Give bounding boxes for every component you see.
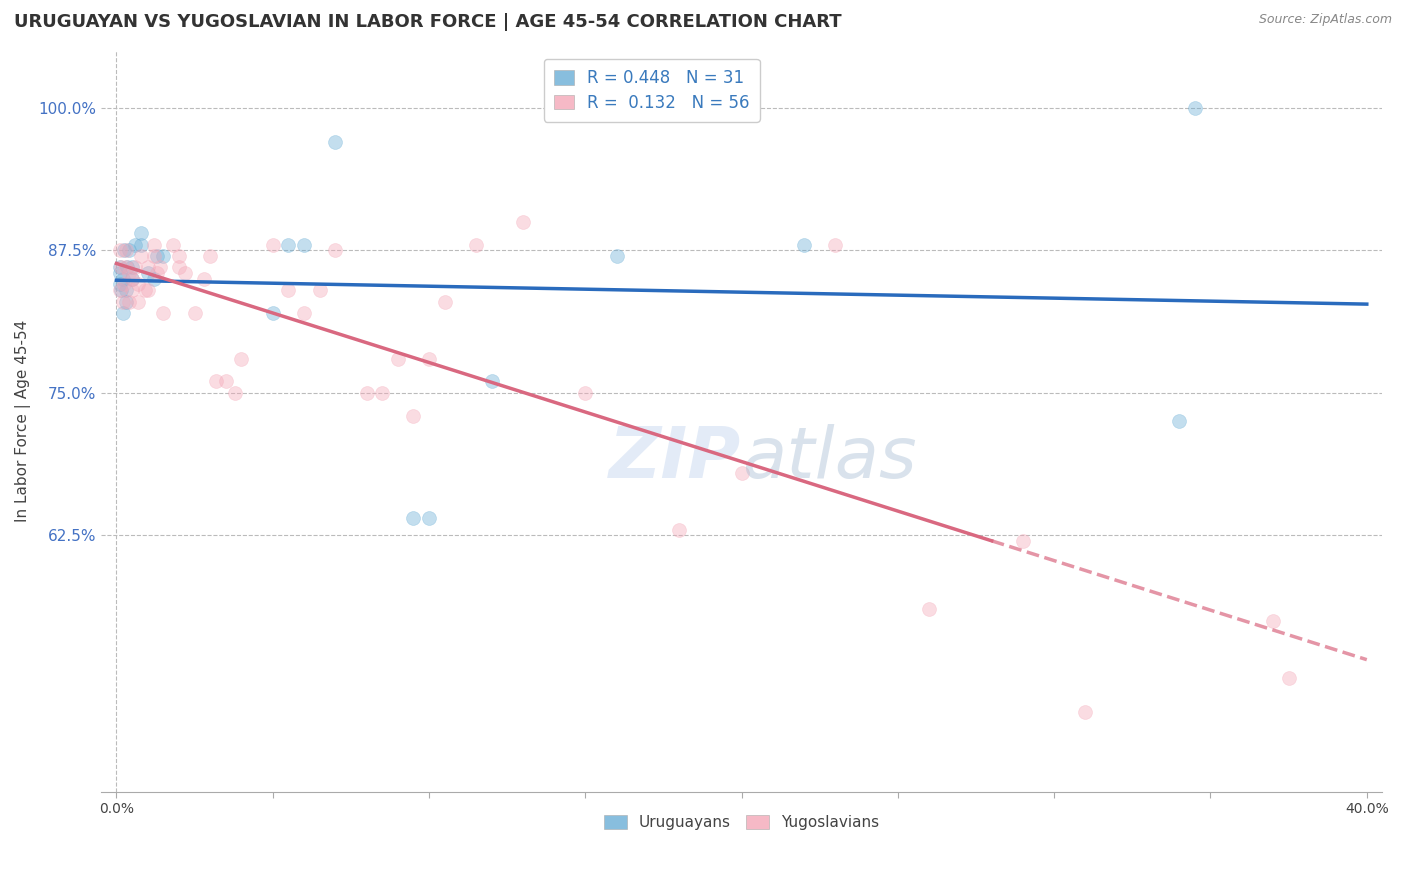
Point — [117, 260, 139, 275]
Point — [121, 260, 143, 275]
Point — [418, 351, 440, 366]
Point — [118, 294, 141, 309]
Point — [131, 249, 153, 263]
Point — [464, 237, 486, 252]
Point — [308, 283, 330, 297]
Point — [1184, 101, 1206, 115]
Point — [387, 351, 409, 366]
Point — [292, 306, 315, 320]
Point — [142, 272, 165, 286]
Point — [111, 294, 134, 309]
Point — [152, 249, 174, 263]
Point — [142, 249, 165, 263]
Point — [118, 244, 141, 258]
Y-axis label: In Labor Force | Age 45-54: In Labor Force | Age 45-54 — [15, 320, 31, 523]
Point — [824, 237, 846, 252]
Point — [152, 306, 174, 320]
Point — [108, 260, 131, 275]
Point — [131, 226, 153, 240]
Point — [200, 249, 222, 263]
Point — [481, 375, 503, 389]
Point — [1074, 705, 1097, 719]
Point — [142, 237, 165, 252]
Point — [292, 237, 315, 252]
Point — [418, 511, 440, 525]
Point — [114, 294, 136, 309]
Point — [1168, 414, 1191, 428]
Point — [323, 244, 346, 258]
Point — [371, 385, 394, 400]
Point — [193, 272, 215, 286]
Point — [108, 266, 131, 280]
Point — [112, 277, 135, 292]
Point — [114, 244, 136, 258]
Point — [108, 244, 131, 258]
Point — [205, 375, 228, 389]
Point — [1012, 534, 1035, 549]
Point — [793, 237, 815, 252]
Point — [124, 237, 146, 252]
Point — [108, 283, 131, 297]
Point — [121, 272, 143, 286]
Point — [127, 294, 149, 309]
Point — [512, 215, 534, 229]
Point — [162, 237, 184, 252]
Point — [146, 266, 169, 280]
Point — [433, 294, 456, 309]
Point — [167, 249, 190, 263]
Point — [277, 237, 299, 252]
Point — [918, 602, 941, 616]
Point — [124, 260, 146, 275]
Point — [131, 237, 153, 252]
Point — [149, 260, 172, 275]
Point — [112, 244, 135, 258]
Point — [224, 385, 246, 400]
Point — [127, 277, 149, 292]
Point — [402, 511, 425, 525]
Point — [277, 283, 299, 297]
Point — [1278, 671, 1301, 685]
Point — [111, 306, 134, 320]
Point — [215, 375, 238, 389]
Point — [121, 272, 143, 286]
Point — [174, 266, 197, 280]
Text: URUGUAYAN VS YUGOSLAVIAN IN LABOR FORCE | AGE 45-54 CORRELATION CHART: URUGUAYAN VS YUGOSLAVIAN IN LABOR FORCE … — [14, 13, 842, 31]
Point — [183, 306, 205, 320]
Point — [146, 249, 169, 263]
Point — [574, 385, 596, 400]
Point — [323, 135, 346, 149]
Point — [1261, 614, 1284, 628]
Legend: Uruguayans, Yugoslavians: Uruguayans, Yugoslavians — [598, 809, 886, 836]
Point — [730, 466, 752, 480]
Point — [167, 260, 190, 275]
Point — [114, 283, 136, 297]
Point — [136, 283, 159, 297]
Point — [136, 266, 159, 280]
Point — [262, 306, 284, 320]
Point — [114, 260, 136, 275]
Text: ZIP: ZIP — [609, 424, 741, 493]
Point — [121, 283, 143, 297]
Point — [668, 523, 690, 537]
Text: Source: ZipAtlas.com: Source: ZipAtlas.com — [1258, 13, 1392, 27]
Point — [111, 272, 134, 286]
Text: atlas: atlas — [741, 424, 917, 493]
Point — [110, 260, 132, 275]
Point — [262, 237, 284, 252]
Point — [606, 249, 628, 263]
Point — [108, 277, 131, 292]
Point — [231, 351, 253, 366]
Point — [118, 266, 141, 280]
Point — [136, 260, 159, 275]
Point — [356, 385, 378, 400]
Point — [402, 409, 425, 423]
Point — [110, 283, 132, 297]
Point — [134, 283, 156, 297]
